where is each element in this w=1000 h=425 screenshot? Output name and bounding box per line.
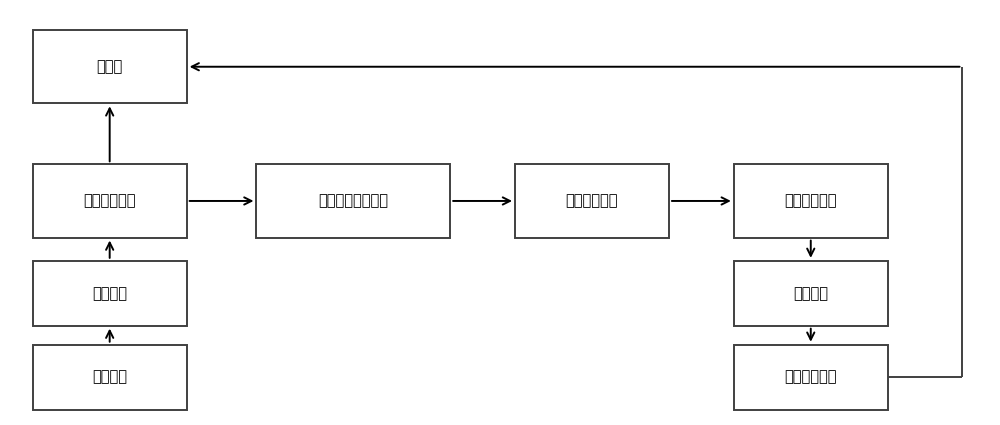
Bar — [33, 345, 187, 410]
Text: 信号接收模块: 信号接收模块 — [83, 193, 136, 209]
Text: 噪声处理模块: 噪声处理模块 — [785, 193, 837, 209]
Text: 操控平台: 操控平台 — [92, 370, 127, 385]
Bar — [734, 261, 888, 326]
Bar — [734, 164, 888, 238]
Text: 判断模块: 判断模块 — [92, 286, 127, 301]
Bar — [33, 164, 187, 238]
Text: 路径处理模块: 路径处理模块 — [566, 193, 618, 209]
Text: 定位模块: 定位模块 — [793, 286, 828, 301]
Text: 显示屏: 显示屏 — [97, 59, 123, 74]
Bar — [33, 261, 187, 326]
Bar — [33, 30, 187, 103]
Text: 数据分析处理模块: 数据分析处理模块 — [318, 193, 388, 209]
Text: 信号传输模块: 信号传输模块 — [785, 370, 837, 385]
Bar — [256, 164, 450, 238]
Bar — [515, 164, 669, 238]
Bar — [734, 345, 888, 410]
